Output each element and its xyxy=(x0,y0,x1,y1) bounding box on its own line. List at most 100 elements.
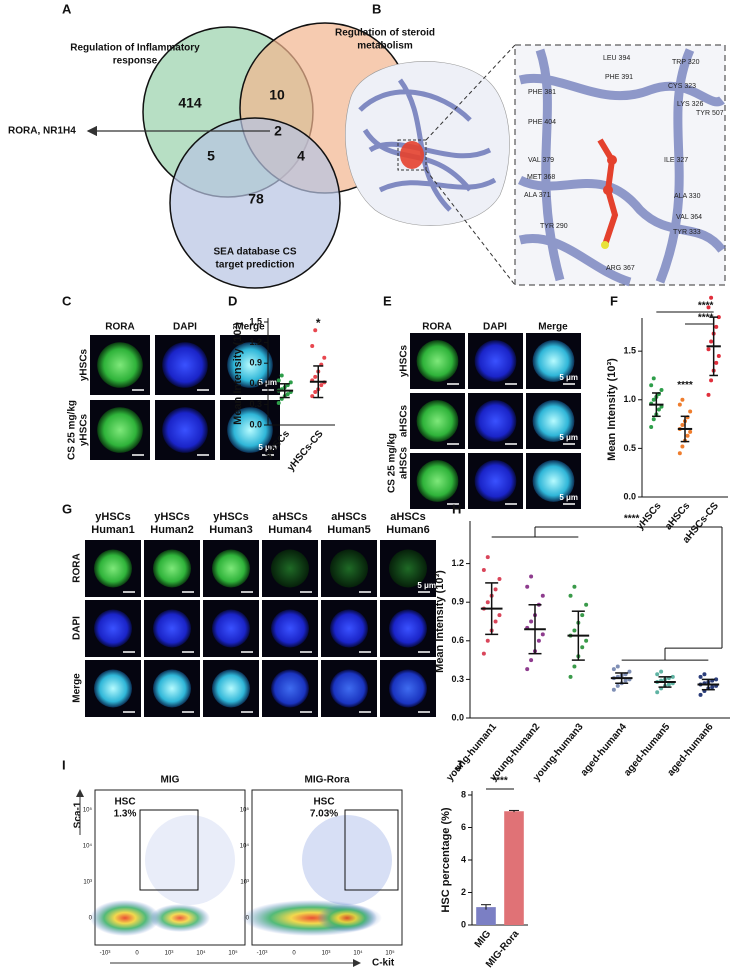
data-point xyxy=(276,401,281,406)
column-label: Human6 xyxy=(386,524,429,536)
column-label: yHSCs xyxy=(95,511,130,523)
residue-label: PHE 391 xyxy=(605,74,633,81)
data-point xyxy=(680,397,685,402)
column-label: aHSCs xyxy=(390,511,425,523)
residue-label: VAL 364 xyxy=(676,214,702,221)
cell xyxy=(94,549,132,588)
data-point xyxy=(540,593,545,598)
row-label: yHSCs xyxy=(79,413,90,446)
x-tick-label: aHSCs xyxy=(663,500,692,532)
cell xyxy=(532,400,575,442)
panel-label: J xyxy=(455,757,462,772)
cell xyxy=(271,609,309,648)
y-tick-label: 0.9 xyxy=(451,597,464,607)
data-point xyxy=(706,392,711,397)
data-point xyxy=(714,360,719,365)
cell xyxy=(330,669,368,708)
residue-label: MET 368 xyxy=(527,174,555,181)
column-label: DAPI xyxy=(173,322,197,333)
data-point xyxy=(680,423,685,428)
data-point xyxy=(481,651,486,656)
data-point xyxy=(649,383,654,388)
protein-image xyxy=(345,44,726,287)
column-label: Merge xyxy=(235,322,265,333)
residue-label: ALA 371 xyxy=(524,192,551,199)
data-point xyxy=(656,407,661,412)
density xyxy=(150,904,210,932)
residue-label: VAL 379 xyxy=(528,157,554,164)
y-tick-label: 0 xyxy=(461,919,466,929)
scale-label: 5 μm xyxy=(559,373,578,382)
residue-label: PHE 404 xyxy=(528,119,556,126)
cell xyxy=(162,342,208,388)
row-label: RORA xyxy=(72,553,83,582)
y-axis-title: Mean Intensity (10³) xyxy=(606,358,618,461)
annotation: **** xyxy=(698,313,714,324)
y-tick-label: 1.5 xyxy=(623,346,636,356)
data-point xyxy=(623,678,628,683)
set-label: Regulation of Inflammatory xyxy=(70,43,200,54)
data-point xyxy=(525,584,530,589)
data-point xyxy=(611,667,616,672)
scale-label: 5 μm xyxy=(559,433,578,442)
panel-label: D xyxy=(228,293,237,308)
venn-count: 4 xyxy=(297,148,305,164)
data-point xyxy=(651,417,656,422)
venn-count: 78 xyxy=(248,191,264,207)
venn-count: 414 xyxy=(178,95,202,111)
data-point xyxy=(481,568,486,573)
annotation: **** xyxy=(624,514,640,525)
data-point xyxy=(655,672,660,677)
data-point xyxy=(716,315,721,320)
y-tick-label: 10⁴ xyxy=(83,843,93,850)
data-point xyxy=(529,658,534,663)
x-tick-label: -10³ xyxy=(100,951,111,957)
panel-label: F xyxy=(610,293,618,308)
row-label: aHSCs xyxy=(399,446,410,479)
data-point xyxy=(572,584,577,589)
cell xyxy=(271,669,309,708)
x-tick-label: 0 xyxy=(292,951,296,957)
data-point xyxy=(584,638,589,643)
cell xyxy=(212,549,250,588)
cell xyxy=(227,407,273,453)
data-point xyxy=(698,674,703,679)
cell xyxy=(532,460,575,502)
data-point xyxy=(702,672,707,677)
y-tick-label: 0.6 xyxy=(451,635,464,645)
y-tick-label: 6 xyxy=(461,822,466,832)
annotation: **** xyxy=(677,380,693,391)
cell xyxy=(97,342,143,388)
data-point xyxy=(313,390,318,395)
column-label: aHSCs xyxy=(272,511,307,523)
data-point xyxy=(680,444,685,449)
residue-label: ALA 330 xyxy=(674,193,701,200)
data-point xyxy=(706,305,711,310)
column-label: yHSCs xyxy=(154,511,189,523)
y-tick-label: 0.5 xyxy=(623,443,636,453)
cell xyxy=(153,669,191,708)
data-point xyxy=(584,602,589,607)
x-tick-label: aged-human6 xyxy=(665,721,715,778)
gate-label: HSC xyxy=(313,797,334,808)
data-point xyxy=(688,429,693,434)
y-tick-label: 10³ xyxy=(240,880,249,886)
data-point xyxy=(627,669,632,674)
gate-label: HSC xyxy=(114,797,135,808)
gate xyxy=(139,809,199,891)
residue-label: TYR 507 xyxy=(696,110,724,117)
cell xyxy=(389,609,427,648)
data-point xyxy=(319,383,324,388)
data-point xyxy=(497,577,502,582)
column-label: aHSCs xyxy=(331,511,366,523)
data-point xyxy=(572,628,577,633)
y-tick-label: 0.9 xyxy=(249,358,262,368)
panel-label: C xyxy=(62,293,72,308)
x-tick-label: 0 xyxy=(135,951,139,957)
cell xyxy=(416,400,459,442)
density xyxy=(317,904,377,932)
row-label: DAPI xyxy=(72,616,83,640)
data-point xyxy=(688,409,693,414)
cell xyxy=(94,669,132,708)
column-label: Human3 xyxy=(209,524,252,536)
